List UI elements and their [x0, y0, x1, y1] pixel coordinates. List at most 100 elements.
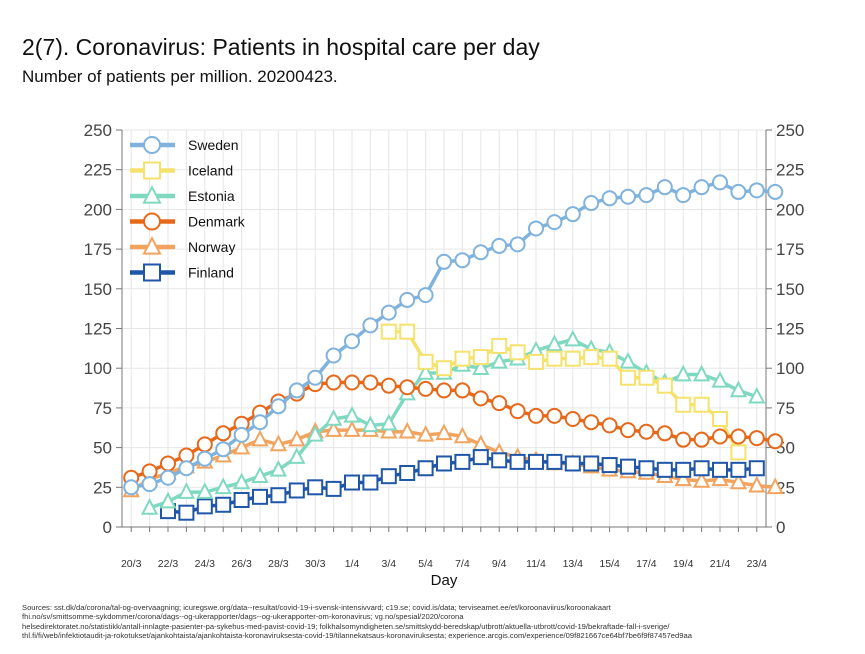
data-point-norway — [711, 469, 729, 487]
x-tick-label: 7/4 — [455, 558, 470, 570]
data-point-denmark — [748, 430, 765, 447]
legend-label-iceland: Iceland — [188, 163, 233, 179]
data-point-norway — [766, 477, 784, 495]
data-point-norway — [269, 434, 288, 452]
data-point-denmark — [712, 428, 728, 445]
data-point-sweden — [288, 382, 305, 399]
data-point-estonia — [288, 447, 306, 464]
data-point-finland — [288, 482, 305, 499]
data-point-sweden — [693, 179, 710, 196]
data-point-norway — [288, 429, 306, 447]
y-tick-label-left: 0 — [103, 518, 112, 537]
data-point-estonia — [361, 415, 380, 433]
data-point-finland — [730, 461, 747, 478]
data-point-sweden — [528, 220, 544, 237]
y-tick-label-right: 175 — [776, 240, 804, 259]
data-point-denmark — [380, 377, 397, 394]
data-point-finland — [509, 453, 526, 470]
data-point-estonia — [324, 409, 343, 426]
data-point-norway — [398, 421, 416, 439]
data-point-finland — [583, 455, 600, 472]
data-point-finland — [546, 453, 563, 470]
data-point-denmark — [693, 431, 710, 448]
legend-label-denmark: Denmark — [188, 214, 246, 230]
data-point-norway — [748, 475, 766, 493]
data-point-finland — [620, 458, 636, 475]
legend: Sweden Iceland Estonia Denmark Norway Finland — [130, 136, 246, 282]
legend-marker-finland — [143, 263, 161, 282]
data-point-sweden — [509, 236, 526, 253]
data-point-denmark — [399, 379, 416, 396]
data-point-norway — [729, 472, 748, 490]
data-point-finland — [233, 492, 250, 509]
data-point-estonia — [711, 371, 729, 388]
data-point-iceland — [399, 323, 416, 340]
x-tick-label: 9/4 — [492, 558, 507, 570]
data-point-finland — [748, 460, 765, 477]
data-point-estonia — [269, 459, 288, 477]
data-point-finland — [178, 504, 195, 521]
data-point-estonia — [159, 491, 177, 509]
data-point-sweden — [620, 188, 636, 205]
data-point-finland — [399, 465, 416, 482]
data-point-denmark — [656, 425, 673, 442]
data-point-iceland — [454, 350, 471, 367]
data-point-sweden — [454, 252, 471, 269]
data-point-norway — [416, 425, 435, 442]
legend-marker-norway — [142, 236, 162, 255]
data-point-sweden — [399, 291, 416, 308]
data-point-finland — [693, 460, 710, 477]
y-tick-label-left: 200 — [84, 200, 112, 219]
x-tick-label: 28/3 — [268, 558, 289, 570]
data-point-estonia — [619, 351, 637, 369]
y-tick-label-right: 225 — [776, 161, 804, 180]
data-point-estonia — [692, 364, 711, 382]
x-tick-label: 22/3 — [158, 558, 179, 570]
legend-label-estonia: Estonia — [188, 188, 235, 204]
data-point-denmark — [491, 395, 508, 412]
data-point-denmark — [675, 431, 692, 448]
data-point-finland — [656, 461, 673, 478]
data-point-estonia — [472, 358, 490, 375]
data-point-finland — [270, 487, 287, 504]
x-tick-label: 11/4 — [526, 558, 546, 570]
data-point-iceland — [380, 323, 397, 340]
data-point-estonia — [343, 405, 361, 423]
data-point-sweden — [307, 369, 324, 386]
y-tick-label-left: 100 — [84, 359, 112, 378]
data-point-iceland — [712, 411, 728, 428]
data-point-norway — [251, 429, 269, 447]
data-point-denmark — [472, 390, 489, 407]
chart-subtitle: Number of patients per million. 20200423… — [22, 67, 338, 86]
source-line: helsedirektoratet.no/statistikk/antall-i… — [22, 621, 670, 631]
data-point-iceland — [417, 353, 434, 370]
data-point-norway — [343, 420, 361, 437]
data-point-denmark — [215, 425, 232, 442]
y-tick-label-left: 25 — [93, 478, 112, 497]
data-point-sweden — [583, 195, 600, 212]
data-point-iceland — [546, 350, 563, 367]
sources-note: Sources: sst.dk/da/corona/tal-og-overvaa… — [22, 603, 852, 641]
data-point-iceland — [564, 350, 581, 367]
data-point-sweden — [196, 450, 213, 467]
x-tick-label: 23/4 — [747, 558, 768, 570]
x-tick-label: 30/3 — [305, 558, 326, 570]
x-tick-label: 20/3 — [121, 558, 142, 570]
y-tick-label-right: 0 — [776, 518, 785, 537]
data-point-finland — [601, 457, 618, 474]
x-tick-label: 15/4 — [599, 558, 620, 570]
data-point-finland — [417, 460, 434, 477]
data-point-norway — [232, 437, 251, 455]
x-tick-label: 21/4 — [710, 558, 731, 570]
data-point-denmark — [767, 433, 784, 450]
data-point-sweden — [270, 398, 287, 415]
legend-label-finland: Finland — [188, 265, 234, 281]
data-point-finland — [712, 461, 728, 478]
data-point-finland — [638, 460, 655, 477]
data-point-finland — [528, 453, 544, 470]
data-point-finland — [215, 496, 232, 513]
data-point-norway — [453, 426, 472, 444]
data-point-estonia — [232, 472, 251, 490]
data-point-sweden — [712, 174, 728, 191]
data-point-denmark — [546, 407, 563, 424]
